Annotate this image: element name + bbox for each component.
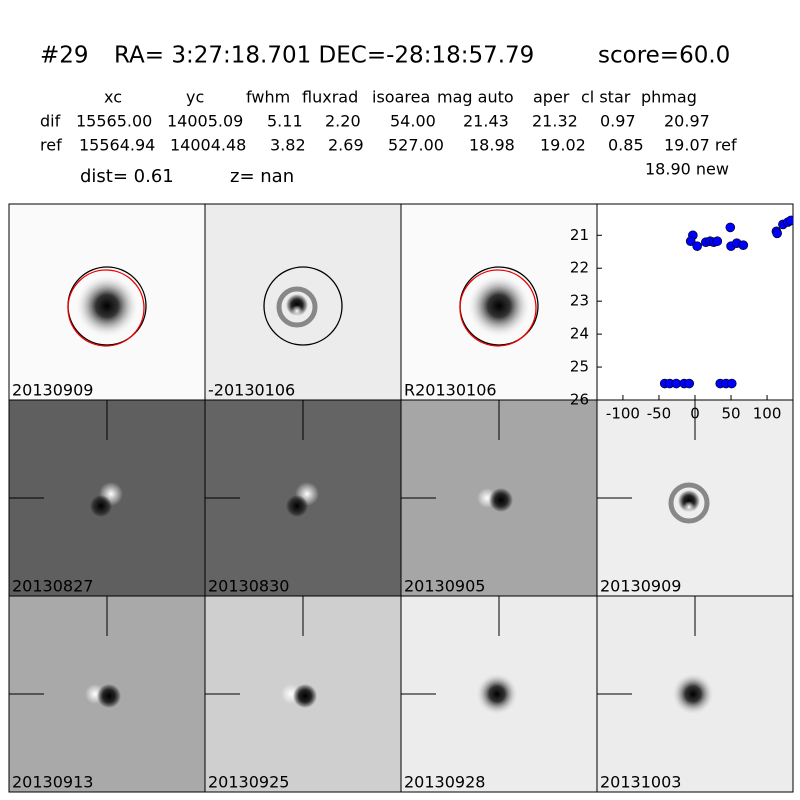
neg <box>293 684 317 708</box>
image-panel: 20131003 <box>596 595 794 793</box>
table-cell: 3.82 <box>270 136 306 155</box>
column-header: aper <box>533 88 570 107</box>
point <box>786 215 793 226</box>
panel-label: 20130909 <box>12 381 93 400</box>
column-header: fluxrad <box>302 88 358 107</box>
row-label: ref <box>40 136 62 155</box>
x-tick-label: 0 <box>690 405 700 423</box>
neg <box>97 684 121 708</box>
x-tick-label: 50 <box>721 405 740 423</box>
ring <box>276 286 318 328</box>
point <box>738 240 749 250</box>
table-cell: 14004.48 <box>170 136 246 155</box>
y-tick-label: 24 <box>570 325 589 343</box>
point <box>726 378 737 389</box>
y-tick-label: 23 <box>570 292 589 310</box>
image-panel: 20130909 <box>596 399 794 597</box>
y-tick-label: 26 <box>570 391 589 409</box>
image-panel: 20130827 <box>8 399 206 597</box>
table-cell: 15565.00 <box>76 112 152 131</box>
points <box>659 215 793 389</box>
neg <box>489 488 513 512</box>
table-cell: 19.07 ref <box>664 136 737 155</box>
panel-label: 20131003 <box>600 773 681 792</box>
source <box>671 672 715 716</box>
table-cell: 20.97 <box>664 112 710 131</box>
source <box>475 672 519 716</box>
panel-label: 20130928 <box>404 773 485 792</box>
table-cell: 21.32 <box>532 112 578 131</box>
image-panel: 20130905 <box>400 399 598 597</box>
image-panel: R20130106 <box>400 203 598 401</box>
x-tick-label: 100 <box>753 405 782 423</box>
table-cell: 2.20 <box>325 112 361 131</box>
panel-label: 20130925 <box>208 773 289 792</box>
point <box>685 236 696 247</box>
phmag-new: 18.90 new <box>645 160 729 179</box>
point <box>692 241 702 251</box>
point <box>712 236 723 247</box>
table-cell: 0.85 <box>608 136 644 155</box>
column-header: phmag <box>641 88 697 107</box>
table-cell: 0.97 <box>600 112 636 131</box>
point <box>725 222 736 233</box>
candidate-id: #29 <box>40 43 89 69</box>
table-cell: 54.00 <box>390 112 436 131</box>
image-panel: 20130909 <box>8 203 206 401</box>
aperture <box>263 266 343 346</box>
image-panel: 20130928 <box>400 595 598 793</box>
x-tick-label: -100 <box>606 405 640 423</box>
column-header: fwhm <box>246 88 290 107</box>
row-label: dif <box>40 112 61 131</box>
panel-label: 20130913 <box>12 773 93 792</box>
y-tick-label: 21 <box>570 226 589 244</box>
image-panel: -20130106 <box>204 203 402 401</box>
column-header: yc <box>186 88 204 107</box>
column-header: mag auto <box>437 88 514 107</box>
table-cell: 15564.94 <box>79 136 155 155</box>
coordinates: RA= 3:27:18.701 DEC=-28:18:57.79 <box>114 43 534 69</box>
ring <box>668 482 710 524</box>
aperture-ref <box>67 269 145 347</box>
table-cell: 527.00 <box>388 136 444 155</box>
table-cell: 14005.09 <box>167 112 243 131</box>
pos <box>683 501 695 513</box>
point <box>772 228 782 239</box>
neg <box>286 495 308 517</box>
column-header: cl star <box>581 88 631 107</box>
z: z= nan <box>230 166 294 187</box>
point <box>684 378 695 389</box>
table-cell: 2.69 <box>328 136 364 155</box>
score: score=60.0 <box>598 43 730 69</box>
column-header: xc <box>104 88 122 107</box>
panel-label: 20130827 <box>12 577 93 596</box>
x-tick-label: -50 <box>647 405 672 423</box>
y-tick-label: 25 <box>570 358 589 376</box>
source <box>75 274 139 338</box>
panel-label: R20130106 <box>404 381 497 400</box>
panel-label: 20130905 <box>404 577 485 596</box>
table-cell: 18.98 <box>469 136 515 155</box>
image-panel: 20130913 <box>8 595 206 793</box>
source <box>467 274 531 338</box>
image-panel: 20130830 <box>204 399 402 597</box>
table-cell: 19.02 <box>540 136 586 155</box>
dist: dist= 0.61 <box>80 166 174 187</box>
table-cell: 21.43 <box>463 112 509 131</box>
y-tick-label: 22 <box>570 259 589 277</box>
neg <box>90 495 112 517</box>
panel-label: 20130909 <box>600 577 681 596</box>
table-cell: 5.11 <box>267 112 303 131</box>
panel-label: 20130830 <box>208 577 289 596</box>
aperture-ref <box>459 269 537 347</box>
pos <box>291 305 303 317</box>
panel-label: -20130106 <box>208 381 295 400</box>
column-header: isoarea <box>372 88 430 107</box>
image-panel: 20130925 <box>204 595 402 793</box>
